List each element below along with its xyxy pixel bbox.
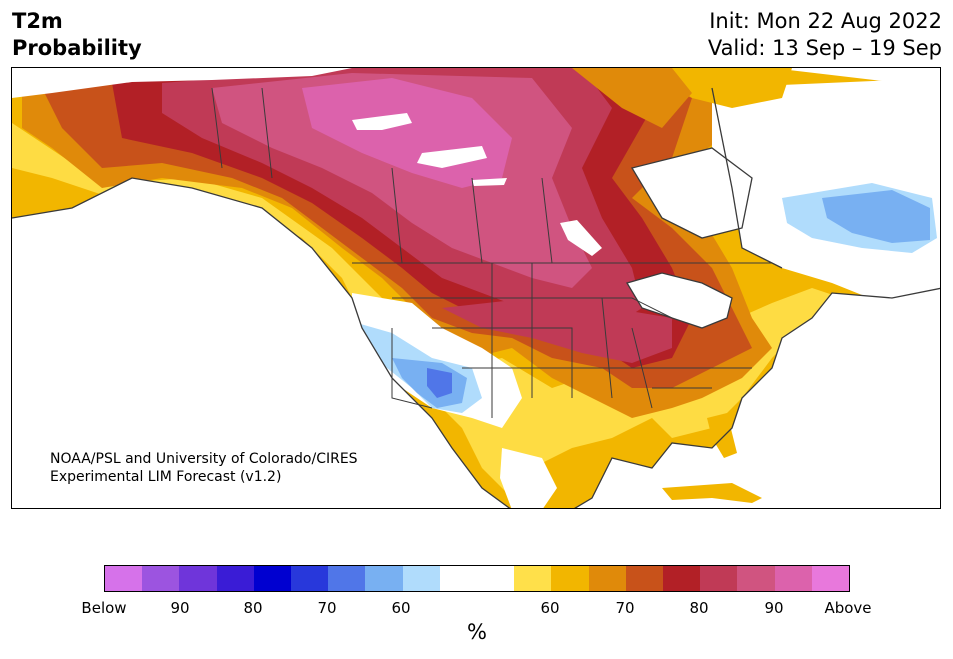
colorbar-tick-label: Above	[824, 599, 872, 617]
colorbar-tick-label: 70	[317, 599, 337, 617]
title-line-2: Probability	[12, 36, 142, 60]
colorbar-segment	[588, 566, 626, 591]
colorbar-segment	[216, 566, 254, 591]
forecast-map: NOAA/PSL and University of Colorado/CIRE…	[11, 67, 941, 509]
north-orange-region	[572, 68, 692, 128]
colorbar-segment	[551, 566, 589, 591]
great-lakes	[627, 273, 732, 328]
atlantic-ocean	[575, 288, 940, 508]
cuba	[662, 483, 762, 503]
colorbar-segment	[179, 566, 217, 591]
colorbar-segment	[291, 566, 329, 591]
arctic-ocean	[12, 68, 352, 98]
colorbar-tick-label: Below	[81, 599, 127, 617]
colorbar-segment	[811, 566, 850, 591]
forecast-dates: Init: Mon 22 Aug 2022 Valid: 13 Sep – 19…	[708, 8, 942, 62]
colorbar-segment	[142, 566, 180, 591]
lake-great-bear	[352, 113, 412, 130]
colorbar-tick-label: 60	[391, 599, 411, 617]
colorbar-segment	[328, 566, 366, 591]
coastlines	[12, 87, 940, 508]
map-credit: NOAA/PSL and University of Colorado/CIRE…	[50, 450, 358, 486]
colorbar-segment	[253, 566, 292, 591]
political-borders	[211, 87, 772, 418]
pacific-ocean	[12, 178, 510, 508]
lake-great-slave	[417, 146, 487, 168]
colorbar-tick-label: 70	[615, 599, 635, 617]
map-canvas	[12, 68, 940, 508]
colorbar-segment	[365, 566, 403, 591]
colorbar-tick-label: 60	[540, 599, 560, 617]
colorbar-segment	[700, 566, 738, 591]
colorbar-segment	[774, 566, 812, 591]
colorbar-segment	[514, 566, 552, 591]
probability-colorbar	[104, 565, 850, 592]
northeast-blue-region	[822, 190, 930, 243]
valid-range: Valid: 13 Sep – 19 Sep	[707, 36, 942, 60]
credit-line-1: NOAA/PSL and University of Colorado/CIRE…	[50, 451, 358, 467]
colorbar-tick-label: 80	[689, 599, 709, 617]
credit-line-2: Experimental LIM Forecast (v1.2)	[50, 469, 282, 485]
title-line-1: T2m	[12, 9, 63, 33]
colorbar-tick-label: 90	[764, 599, 784, 617]
florida	[707, 413, 737, 458]
colorbar-segment	[477, 566, 515, 591]
north-yellow-region	[652, 68, 792, 108]
colorbar-tick-label: 80	[243, 599, 263, 617]
colorbar-segment	[439, 566, 478, 591]
map-title: T2m Probability	[12, 8, 142, 62]
lake-athabasca	[472, 178, 507, 186]
colorbar-segment	[402, 566, 440, 591]
hudson-bay	[632, 148, 752, 238]
init-date: Init: Mon 22 Aug 2022	[709, 9, 942, 33]
colorbar-tick-label: 90	[170, 599, 190, 617]
central-us-rose-region	[442, 298, 672, 363]
colorbar-segment	[737, 566, 775, 591]
west-dark-blue-region	[427, 368, 452, 398]
colorbar-segment	[663, 566, 701, 591]
colorbar-segment	[625, 566, 664, 591]
colorbar-segment	[105, 566, 143, 591]
colorbar-unit: %	[467, 620, 487, 644]
lake-winnipeg	[560, 220, 602, 256]
south-white-region	[500, 448, 557, 508]
